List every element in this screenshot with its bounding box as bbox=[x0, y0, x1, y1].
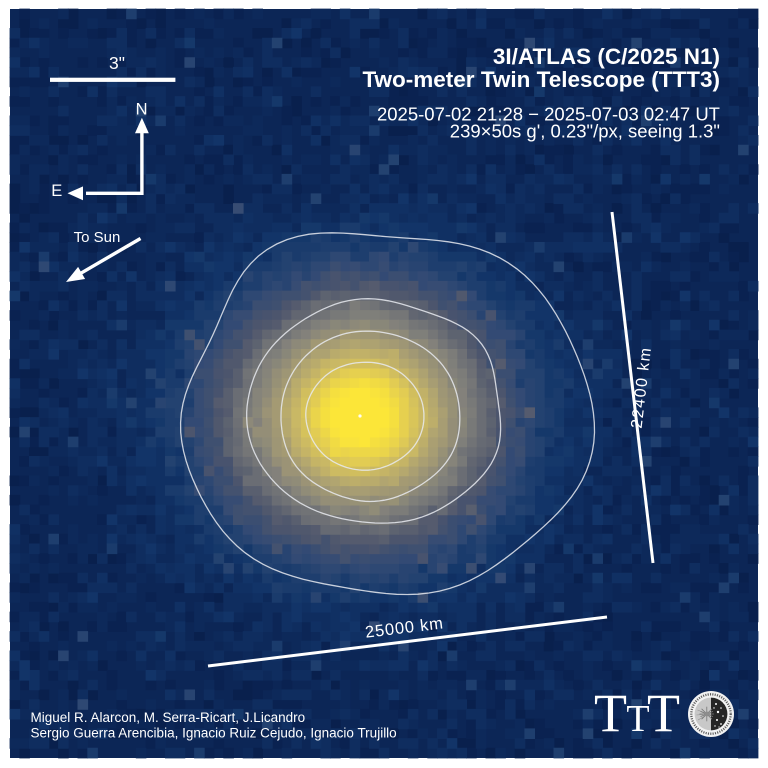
svg-text:3I/ATLAS (C/2025 N1): 3I/ATLAS (C/2025 N1) bbox=[493, 44, 720, 69]
svg-text:T: T bbox=[626, 698, 649, 740]
svg-text:239×50s g', 0.23"/px, seeing 1: 239×50s g', 0.23"/px, seeing 1.3" bbox=[450, 121, 720, 142]
svg-text:T: T bbox=[594, 683, 627, 743]
svg-text:Two-meter Twin Telescope (TTT3: Two-meter Twin Telescope (TTT3) bbox=[362, 67, 720, 92]
svg-text:3": 3" bbox=[109, 53, 125, 73]
svg-text:E: E bbox=[51, 182, 62, 200]
svg-text:Sergio Guerra Arencibia, Ignac: Sergio Guerra Arencibia, Ignacio Ruiz Ce… bbox=[31, 726, 397, 741]
svg-text:2025-07-02 21:28 − 2025-07-03: 2025-07-02 21:28 − 2025-07-03 02:47 UT bbox=[377, 104, 720, 125]
svg-text:To Sun: To Sun bbox=[74, 229, 121, 246]
svg-text:N: N bbox=[136, 101, 148, 119]
svg-text:Miguel R. Alarcon, M. Serra-Ri: Miguel R. Alarcon, M. Serra-Ricart, J.Li… bbox=[31, 710, 306, 725]
svg-text:T: T bbox=[647, 683, 680, 743]
